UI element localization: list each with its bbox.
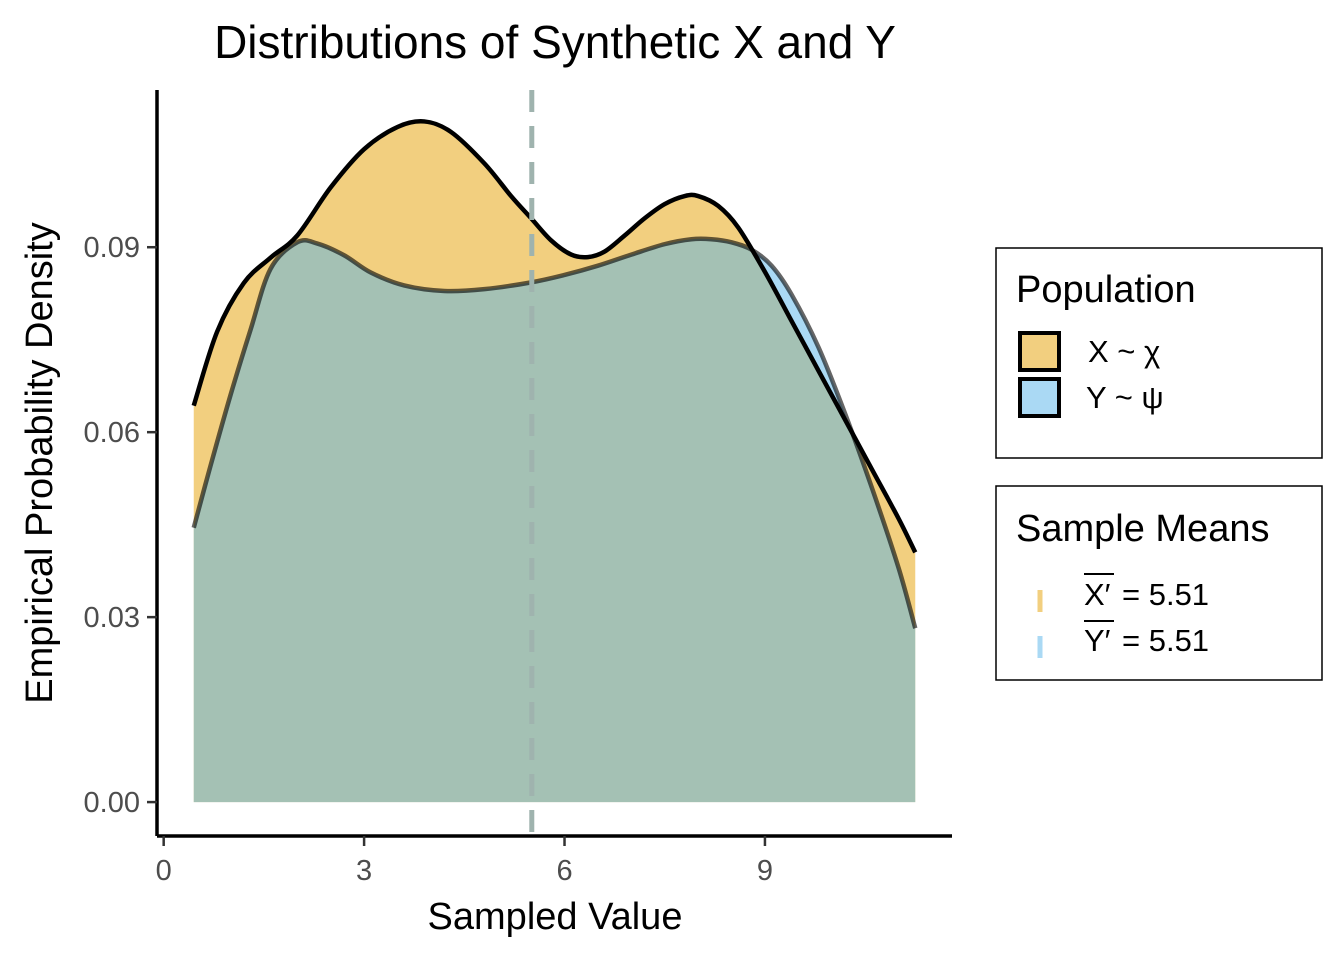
y-axis-ticks: 0.00 0.03 0.06 0.09 (84, 232, 157, 819)
legend-population-title: Population (1016, 269, 1196, 311)
legend-label-y: Y ~ ψ (1086, 380, 1164, 415)
y-tick-label: 0.09 (84, 232, 140, 264)
legend-label-x: X ~ χ (1088, 334, 1160, 369)
x-tick-label: 0 (156, 855, 172, 887)
density-area-y (193, 238, 916, 803)
x-tick-label: 3 (356, 855, 372, 887)
y-tick-label: 0.03 (84, 602, 140, 634)
y-tick-label: 0.00 (84, 787, 140, 819)
legend-mean-x-value: = 5.51 (1122, 577, 1209, 612)
y-tick-label: 0.06 (84, 417, 140, 449)
legend-means-box (995, 485, 1323, 681)
x-tick-label: 6 (556, 855, 572, 887)
legend-mean-y-symbol: Y′ (1084, 623, 1111, 658)
legend-mean-y-value: = 5.51 (1122, 623, 1209, 658)
legend-means-title: Sample Means (1016, 508, 1269, 550)
legend-key-x (1018, 331, 1061, 372)
y-axis-title: Empirical Probability Density (19, 222, 61, 704)
x-axis-ticks: 0 3 6 9 (156, 836, 773, 887)
density-line-y (191, 236, 918, 629)
plot-area (191, 90, 918, 836)
legend-key-y (1018, 377, 1061, 418)
density-line-x (191, 119, 918, 554)
legend-mean-x-symbol: X′ (1084, 577, 1111, 612)
x-tick-label: 9 (757, 855, 773, 887)
x-axis-title: Sampled Value (428, 896, 683, 938)
legend-means: Sample Means X′ = 5.51 Y′ = 5.51 (995, 485, 1323, 681)
legend-population: Population X ~ χ Y ~ ψ (995, 247, 1323, 459)
chart-title: Distributions of Synthetic X and Y (214, 16, 896, 68)
